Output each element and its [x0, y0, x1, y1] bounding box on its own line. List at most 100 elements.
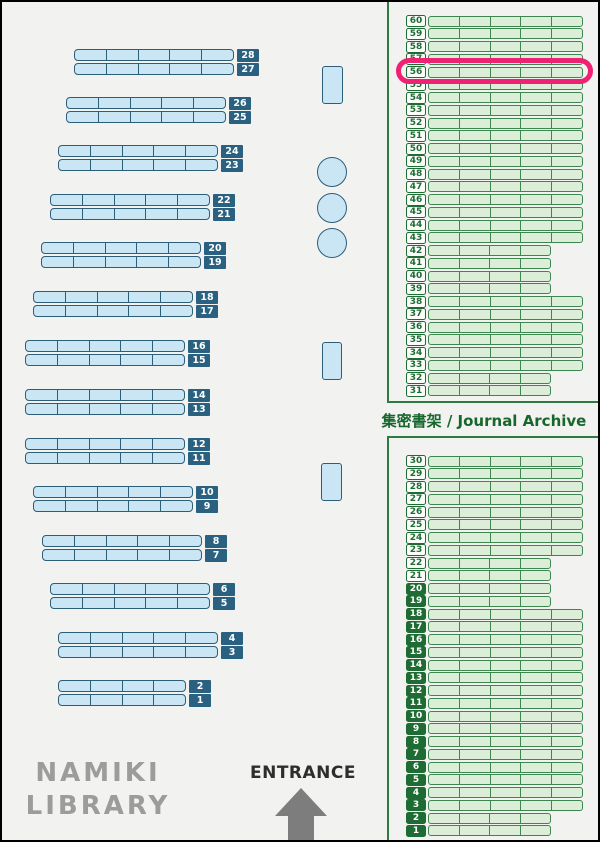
journal-shelf-row-42[interactable]: 42 — [406, 244, 551, 257]
journal-shelf-row-39[interactable]: 39 — [406, 282, 551, 295]
journal-shelf-60[interactable] — [428, 15, 583, 27]
shelf-row-20[interactable] — [41, 242, 201, 254]
journal-shelf-row-29[interactable]: 29 — [406, 467, 583, 480]
journal-shelf-row-13[interactable]: 13 — [406, 671, 583, 684]
journal-shelf-21[interactable] — [428, 570, 551, 581]
journal-shelf-4[interactable] — [428, 787, 583, 798]
shelf-row-21[interactable] — [50, 208, 210, 220]
journal-shelf-row-7[interactable]: 7 — [406, 748, 583, 760]
journal-shelf-row-49[interactable]: 49 — [406, 155, 583, 167]
journal-shelf-row-20[interactable]: 20 — [406, 582, 551, 595]
journal-shelf-6[interactable] — [428, 761, 583, 773]
shelf-row-22[interactable] — [50, 194, 210, 206]
journal-shelf-30[interactable] — [428, 455, 583, 467]
journal-shelf-15[interactable] — [428, 646, 583, 658]
journal-shelf-24[interactable] — [428, 532, 583, 543]
shelf-row-15[interactable] — [25, 354, 185, 366]
journal-shelf-11[interactable] — [428, 697, 583, 709]
journal-shelf-33[interactable] — [428, 359, 583, 371]
journal-shelf-row-18[interactable]: 18 — [406, 608, 583, 620]
journal-shelf-3[interactable] — [428, 799, 583, 811]
journal-shelf-43[interactable] — [428, 232, 583, 243]
shelf-row-3[interactable] — [58, 646, 218, 658]
journal-shelf-row-38[interactable]: 38 — [406, 295, 583, 308]
journal-shelf-row-47[interactable]: 47 — [406, 180, 583, 193]
journal-shelf-22[interactable] — [428, 557, 551, 569]
journal-shelf-23[interactable] — [428, 544, 583, 556]
journal-shelf-1[interactable] — [428, 825, 551, 836]
shelf-row-5[interactable] — [50, 597, 210, 609]
journal-shelf-row-8[interactable]: 8 — [406, 735, 583, 748]
journal-shelf-39[interactable] — [428, 283, 551, 294]
journal-shelf-18[interactable] — [428, 608, 583, 620]
journal-shelf-5[interactable] — [428, 774, 583, 785]
journal-shelf-row-52[interactable]: 52 — [406, 117, 583, 129]
shelf-row-18[interactable] — [33, 291, 193, 303]
journal-shelf-34[interactable] — [428, 347, 583, 358]
shelf-row-1[interactable] — [58, 694, 186, 706]
journal-shelf-40[interactable] — [428, 270, 551, 282]
journal-shelf-44[interactable] — [428, 219, 583, 231]
journal-shelf-27[interactable] — [428, 493, 583, 505]
journal-shelf-10[interactable] — [428, 710, 583, 722]
journal-shelf-row-46[interactable]: 46 — [406, 193, 583, 206]
shelf-row-25[interactable] — [66, 111, 226, 123]
shelf-row-7[interactable] — [42, 549, 202, 561]
journal-shelf-45[interactable] — [428, 206, 583, 218]
shelf-row-24[interactable] — [58, 145, 218, 157]
journal-shelf-48[interactable] — [428, 168, 583, 180]
journal-shelf-row-48[interactable]: 48 — [406, 168, 583, 180]
journal-shelf-54[interactable] — [428, 92, 583, 103]
journal-shelf-row-3[interactable]: 3 — [406, 799, 583, 811]
journal-shelf-53[interactable] — [428, 104, 583, 116]
journal-shelf-14[interactable] — [428, 659, 583, 671]
journal-shelf-41[interactable] — [428, 257, 551, 269]
shelf-row-12[interactable] — [25, 438, 185, 450]
journal-shelf-58[interactable] — [428, 41, 583, 52]
journal-shelf-9[interactable] — [428, 723, 583, 734]
journal-shelf-row-34[interactable]: 34 — [406, 346, 583, 359]
journal-shelf-row-59[interactable]: 59 — [406, 27, 583, 40]
journal-shelf-row-40[interactable]: 40 — [406, 270, 551, 282]
journal-shelf-row-22[interactable]: 22 — [406, 557, 551, 569]
journal-shelf-row-14[interactable]: 14 — [406, 659, 583, 671]
journal-shelf-row-12[interactable]: 12 — [406, 684, 583, 697]
journal-shelf-row-36[interactable]: 36 — [406, 321, 583, 333]
journal-shelf-46[interactable] — [428, 194, 583, 205]
journal-shelf-row-27[interactable]: 27 — [406, 493, 583, 505]
journal-shelf-26[interactable] — [428, 506, 583, 518]
shelf-row-14[interactable] — [25, 389, 185, 401]
journal-shelf-20[interactable] — [428, 583, 551, 594]
journal-shelf-8[interactable] — [428, 736, 583, 747]
journal-shelf-row-41[interactable]: 41 — [406, 257, 551, 269]
journal-shelf-row-53[interactable]: 53 — [406, 104, 583, 116]
journal-shelf-7[interactable] — [428, 748, 583, 760]
journal-shelf-row-15[interactable]: 15 — [406, 646, 583, 658]
journal-shelf-29[interactable] — [428, 468, 583, 479]
journal-shelf-32[interactable] — [428, 372, 551, 384]
journal-shelf-36[interactable] — [428, 321, 583, 333]
journal-shelf-row-6[interactable]: 6 — [406, 761, 583, 773]
journal-shelf-row-21[interactable]: 21 — [406, 569, 551, 582]
journal-shelf-59[interactable] — [428, 28, 583, 39]
shelf-row-17[interactable] — [33, 305, 193, 317]
shelf-row-16[interactable] — [25, 340, 185, 352]
journal-shelf-row-28[interactable]: 28 — [406, 480, 583, 493]
journal-shelf-row-44[interactable]: 44 — [406, 219, 583, 231]
journal-shelf-12[interactable] — [428, 685, 583, 696]
shelf-row-11[interactable] — [25, 452, 185, 464]
journal-shelf-37[interactable] — [428, 308, 583, 320]
journal-shelf-row-51[interactable]: 51 — [406, 129, 583, 142]
shelf-row-19[interactable] — [41, 256, 201, 268]
journal-shelf-28[interactable] — [428, 481, 583, 492]
journal-shelf-row-4[interactable]: 4 — [406, 786, 583, 799]
journal-shelf-row-50[interactable]: 50 — [406, 142, 583, 155]
shelf-row-4[interactable] — [58, 632, 218, 644]
journal-shelf-25[interactable] — [428, 519, 583, 530]
shelf-row-10[interactable] — [33, 486, 193, 498]
journal-shelf-31[interactable] — [428, 385, 551, 396]
journal-shelf-row-58[interactable]: 58 — [406, 40, 583, 53]
shelf-row-23[interactable] — [58, 159, 218, 171]
journal-shelf-row-10[interactable]: 10 — [406, 710, 583, 722]
journal-shelf-row-60[interactable]: 60 — [406, 15, 583, 27]
